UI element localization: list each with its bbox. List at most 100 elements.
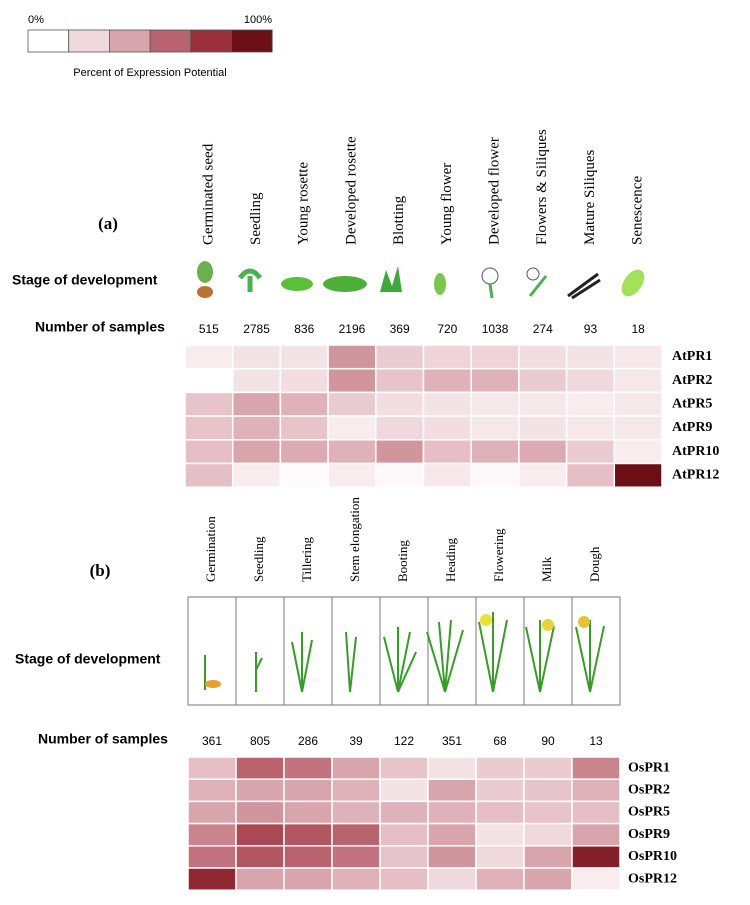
legend-swatch (231, 29, 273, 53)
stage-name: Seedling (248, 192, 264, 245)
heatmap-cell (523, 822, 573, 847)
heatmap-cell (187, 867, 237, 891)
legend-min: 0% (28, 14, 44, 26)
heatmap-cell (571, 800, 621, 825)
heatmap-cell (331, 867, 381, 891)
stage-name: Mature Siliques (582, 149, 598, 245)
stage-name: Dough (587, 546, 602, 582)
gene-label: AtPR1 (672, 349, 712, 364)
heatmap-cell (379, 822, 429, 847)
heatmap-cell (327, 367, 377, 394)
heatmap-cell (565, 344, 616, 370)
heatmap-cell (184, 462, 234, 488)
heatmap-cell (613, 462, 663, 488)
heatmap-cell (518, 439, 568, 465)
heatmap-cell (331, 778, 381, 803)
heatmap-cell (279, 391, 329, 417)
heatmap-cell (571, 778, 621, 803)
heatmap-cell (379, 756, 429, 780)
stage-name: Senescence (630, 176, 646, 245)
heatmap-cell (565, 439, 616, 465)
sample-count: 2785 (243, 322, 270, 336)
gene-label: AtPR9 (672, 420, 712, 435)
heatmap-cell (235, 800, 285, 825)
heatmap-cell (375, 367, 425, 394)
heatmap-cell (518, 344, 568, 370)
heatmap-cell (613, 367, 663, 394)
stage-name: Young rosette (296, 162, 312, 245)
heatmap-cell (331, 756, 381, 780)
heatmap-cell (375, 391, 425, 417)
heatmap-cell (279, 344, 329, 370)
stage-name: Blotting (391, 195, 407, 245)
heatmap-cell (231, 415, 282, 441)
heatmap-cell (231, 462, 282, 488)
heatmap-cell (235, 845, 285, 869)
heatmap-cell (379, 845, 429, 869)
heatmap-cell (184, 415, 234, 441)
heatmap-cell (523, 756, 573, 780)
heatmap-cell (187, 822, 237, 847)
heatmap-cell (235, 778, 285, 803)
heatmap-cell (523, 800, 573, 825)
heatmap-cell (613, 344, 663, 370)
heatmap-cell (523, 778, 573, 803)
panel-label: (b) (90, 561, 111, 580)
heatmap-cell (518, 462, 568, 488)
heatmap-cell (470, 462, 520, 488)
sample-count: 805 (250, 734, 270, 748)
heatmap-cell (571, 867, 621, 891)
heatmap-cell (331, 822, 381, 847)
sample-count: 515 (199, 322, 219, 336)
gene-label: OsPR5 (628, 805, 670, 820)
heatmap-cell (475, 778, 525, 803)
heatmap-cell (375, 439, 425, 465)
heatmap-cell (422, 439, 472, 465)
heatmap-cell (523, 845, 573, 869)
sample-count: 361 (202, 734, 222, 748)
legend-swatch (68, 29, 110, 53)
heatmap-cell (187, 800, 237, 825)
gene-label: OsPR1 (628, 760, 670, 775)
heatmap-cell (427, 778, 477, 803)
stage-label: Stage of development (12, 272, 158, 288)
heatmap-cell (470, 415, 520, 441)
heatmap-cell (375, 344, 425, 370)
heatmap-cell (283, 867, 333, 891)
gene-label: OsPR9 (628, 827, 670, 842)
heatmap-cell (427, 756, 477, 780)
heatmap-cell (279, 439, 329, 465)
stage-name: Stem elongation (347, 497, 362, 582)
heatmap-cell (518, 415, 568, 441)
heatmap-cell (427, 867, 477, 891)
stage-name: Flowers & Siliques (534, 129, 550, 245)
sample-count: 274 (533, 322, 553, 336)
stage-name: Germinated seed (200, 143, 216, 245)
sample-count: 2196 (339, 322, 366, 336)
heatmap-cell (184, 391, 234, 417)
heatmap-cell (613, 439, 663, 465)
heatmap-cell (565, 391, 616, 417)
heatmap-cell (427, 845, 477, 869)
heatmap-cell (613, 415, 663, 441)
heatmap-cell (470, 391, 520, 417)
gene-label: AtPR12 (672, 468, 719, 483)
heatmap-cell (327, 462, 377, 488)
heatmap-cell (422, 391, 472, 417)
heatmap-cell (379, 867, 429, 891)
stage-name: Heading (443, 537, 458, 582)
legend-max: 100% (244, 14, 272, 26)
stage-name: Milk (539, 556, 554, 582)
heatmap-cell (231, 439, 282, 465)
samples-label: Number of samples (38, 731, 168, 747)
stage-name: Developed flower (486, 137, 502, 245)
gene-label: OsPR12 (628, 871, 677, 886)
gene-label: OsPR2 (628, 783, 670, 798)
heatmap-cell (331, 800, 381, 825)
heatmap-cell (279, 367, 329, 394)
legend-title: Percent of Expression Potential (73, 67, 226, 79)
legend-swatch (149, 29, 192, 53)
sample-count: 68 (493, 734, 507, 748)
stage-name: Flowering (491, 528, 506, 582)
heatmap-cell (565, 415, 616, 441)
